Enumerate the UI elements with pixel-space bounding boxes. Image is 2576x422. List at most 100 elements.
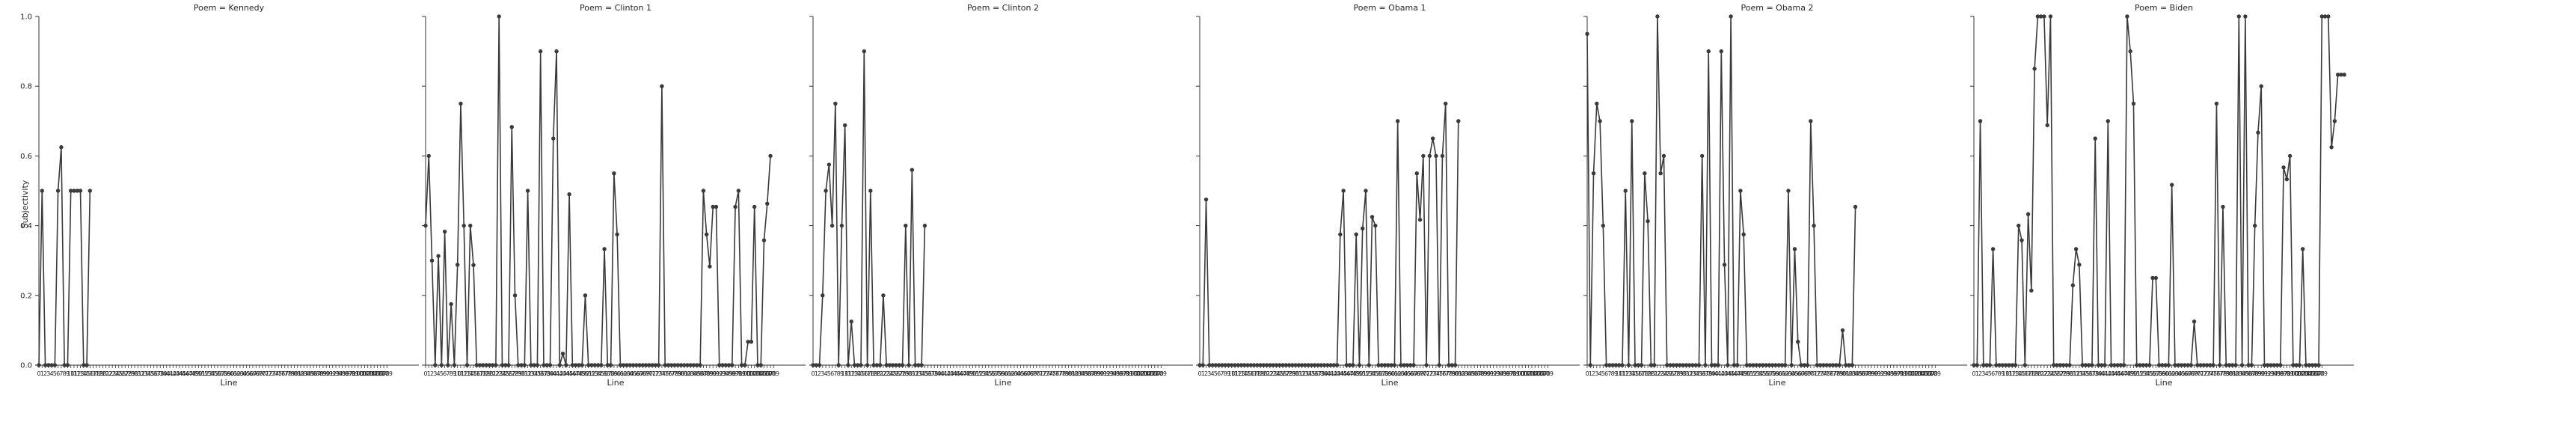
x-tick-label: 99 [1126, 370, 1133, 377]
series-line [1974, 16, 2345, 366]
x-tick-label: 19 [1257, 370, 1264, 377]
data-point [1827, 363, 1833, 367]
x-tick-label: 78 [1058, 370, 1066, 377]
x-tick-label: 2 [1592, 370, 1595, 377]
x-tick-label: 26 [505, 370, 512, 377]
data-point [1456, 119, 1461, 123]
x-tick-label: 5 [440, 370, 444, 377]
x-tick-label: 109 [2316, 370, 2328, 377]
data-point [1220, 363, 1224, 367]
data-point [423, 223, 428, 228]
x-tick-label: 80 [1451, 370, 1459, 377]
x-tick-label: 48 [188, 370, 196, 377]
data-point [2198, 363, 2203, 367]
x-tick-label: 28 [511, 370, 518, 377]
x-tick-label: 54 [207, 370, 215, 377]
x-tick-label: 39 [1708, 370, 1715, 377]
data-point [730, 363, 735, 367]
x-tick-label: 46 [1730, 370, 1738, 377]
data-point [1636, 363, 1641, 367]
panel-title: Poem = Obama 1 [1354, 3, 1426, 13]
x-tick-label: 0 [1972, 370, 1975, 377]
x-tick-label: 99 [2287, 370, 2294, 377]
x-tick-label: 108 [1539, 370, 1550, 377]
data-point [1649, 363, 1654, 367]
data-point [897, 363, 901, 367]
data-point [72, 189, 76, 193]
data-point [634, 363, 639, 367]
series-line [425, 16, 771, 366]
x-tick-label: 3 [821, 370, 824, 377]
x-tick-label: 12 [1622, 370, 1629, 377]
x-tick-label: 86 [1084, 370, 1091, 377]
x-tick-label: 103 [749, 370, 760, 377]
series-line [813, 51, 926, 366]
data-point [1751, 363, 1755, 367]
x-tick-label: 107 [1923, 370, 1934, 377]
x-tick-label: 78 [284, 370, 292, 377]
data-point [2278, 363, 2283, 367]
x-tick-label: 18 [479, 370, 487, 377]
x-tick-label: 96 [729, 370, 736, 377]
x-tick-label: 31 [2069, 370, 2076, 377]
x-tick-label: 87 [1087, 370, 1094, 377]
data-point [436, 254, 441, 258]
data-point [1690, 363, 1695, 367]
data-point [2307, 363, 2311, 367]
x-tick-label: 103 [1910, 370, 1922, 377]
x-axis-label: Line [1769, 378, 1786, 388]
x-tick-label: 109 [1542, 370, 1554, 377]
x-tick-label: 67 [2184, 370, 2192, 377]
x-tick-label: 95 [1112, 370, 1120, 377]
data-point [717, 363, 722, 367]
data-point [2061, 363, 2066, 367]
x-tick-label: 108 [764, 370, 776, 377]
data-point [2176, 363, 2180, 367]
data-point [894, 363, 898, 367]
data-point [688, 363, 693, 367]
x-tick-label: 9 [1227, 370, 1230, 377]
x-tick-label: 5 [53, 370, 57, 377]
data-point [1261, 363, 1266, 367]
x-tick-label: 53 [1752, 370, 1760, 377]
x-tick-label: 60 [227, 370, 234, 377]
data-point [1779, 363, 1785, 367]
x-tick-label: 26 [118, 370, 126, 377]
data-point [583, 293, 588, 298]
data-point [1271, 363, 1275, 367]
x-tick-label: 67 [1410, 370, 1417, 377]
x-tick-label: 102 [746, 370, 757, 377]
data-point [868, 189, 873, 193]
x-tick-label: 80 [290, 370, 298, 377]
x-tick-label: 45 [565, 370, 573, 377]
x-tick-label: 5 [1214, 370, 1218, 377]
x-tick-label: 107 [761, 370, 773, 377]
x-tick-label: 90 [1483, 370, 1491, 377]
x-tick-label: 97 [2280, 370, 2287, 377]
data-point [442, 229, 447, 234]
x-tick-label: 58 [1769, 370, 1776, 377]
x-tick-label: 21 [2037, 370, 2045, 377]
data-point [833, 101, 838, 106]
data-point [1981, 363, 1986, 367]
x-tick-label: 101 [1904, 370, 1916, 377]
data-point [1840, 328, 1845, 333]
x-tick-label: 13 [1237, 370, 1245, 377]
x-tick-label: 100 [1901, 370, 1912, 377]
data-point [2135, 363, 2139, 367]
x-tick-label: 10 [454, 370, 461, 377]
x-tick-label: 30 [131, 370, 138, 377]
x-tick-label: 105 [1530, 370, 1541, 377]
data-point [1242, 363, 1247, 367]
x-tick-label: 11 [1619, 370, 1626, 377]
x-tick-label: 50 [194, 370, 202, 377]
x-tick-label: 8 [1611, 370, 1615, 377]
data-point [1296, 363, 1301, 367]
data-point [852, 363, 857, 367]
x-tick-label: 37 [1314, 370, 1322, 377]
x-tick-label: 41 [940, 370, 948, 377]
x-tick-label: 89 [2254, 370, 2262, 377]
x-tick-label: 72 [1039, 370, 1046, 377]
data-point [1392, 363, 1397, 367]
x-tick-label: 35 [147, 370, 154, 377]
